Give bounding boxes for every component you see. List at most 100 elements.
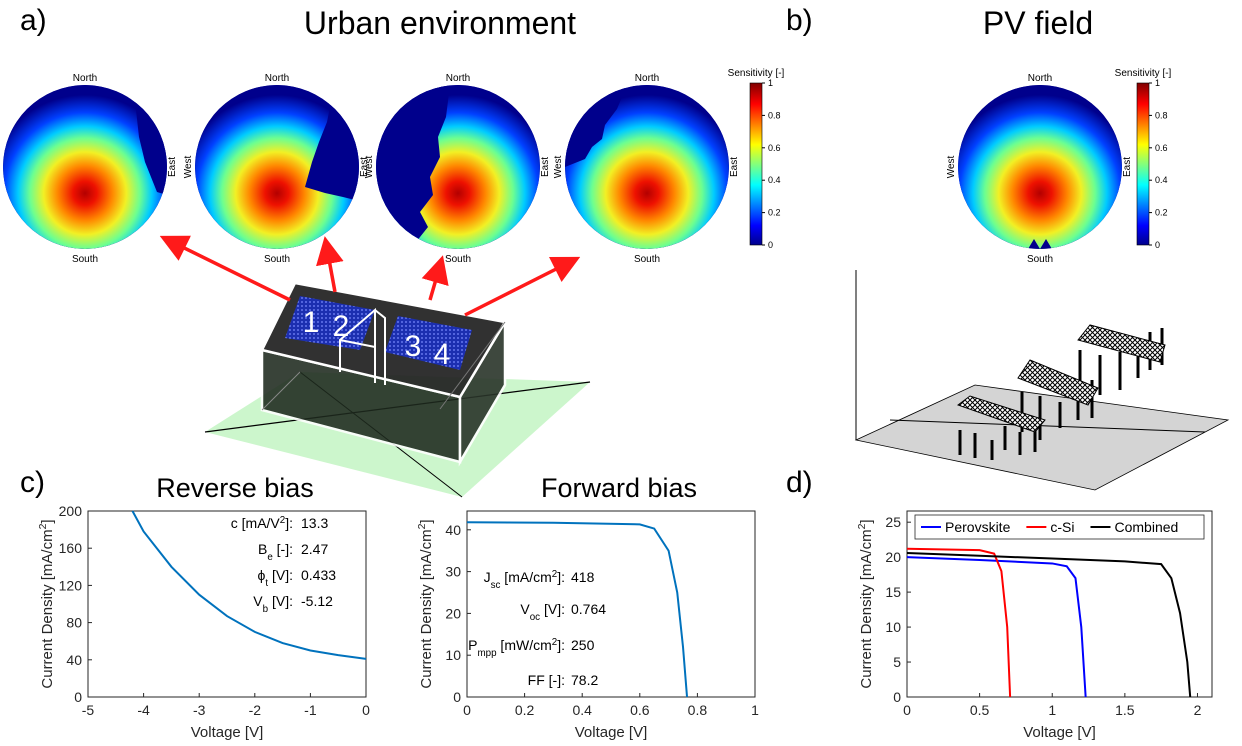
module-label: 1 (303, 306, 320, 339)
y-tick-label: 40 (445, 522, 461, 538)
polar-plot: North South West East (364, 73, 551, 265)
legend-label: Combined (1114, 519, 1178, 535)
colorbar (750, 83, 762, 245)
plot-area (467, 511, 755, 697)
x-axis-label-part: Voltage [V] (1023, 724, 1096, 741)
direction-label: North (265, 73, 289, 84)
colorbar-tick-label: 0.8 (768, 110, 781, 120)
annotation-label-part: [mW/cm (497, 637, 552, 653)
x-tick-label: 1.5 (1115, 702, 1135, 718)
x-axis-label-part: Voltage [V] (575, 724, 648, 741)
direction-label: East (167, 157, 178, 177)
annotation-label-part: [V]: (268, 593, 293, 609)
y-tick-label: 0 (893, 689, 901, 705)
colorbar-tick-label: 0.6 (1155, 143, 1168, 153)
annotation-label-part: mpp (477, 648, 497, 659)
x-tick-label: -3 (193, 702, 206, 718)
annotation-label-part: [mA/cm (500, 569, 551, 585)
colorbar-tick-label: 0.4 (1155, 175, 1168, 185)
panel-letter: a) (20, 4, 47, 37)
direction-label: South (634, 254, 660, 265)
module-label: 3 (405, 330, 422, 363)
x-axis-label: Voltage [V] (575, 724, 648, 741)
direction-label: North (446, 73, 470, 84)
annotation-value: 2.47 (301, 541, 328, 557)
colorbar-tick-label: 0.2 (1155, 208, 1168, 218)
y-tick-label: 5 (893, 654, 901, 670)
panel-letter: c) (20, 466, 45, 499)
annotation-label-part: oc (530, 612, 540, 623)
direction-label: West (0, 155, 2, 178)
panel-title: PV field (983, 5, 1093, 41)
y-tick-label: 200 (59, 503, 83, 519)
colorbar-tick-label: 0 (768, 240, 773, 250)
x-tick-label: 0.4 (572, 702, 592, 718)
y-tick-label: 10 (885, 619, 901, 635)
direction-label: East (540, 157, 551, 177)
direction-label: South (264, 254, 290, 265)
x-axis-label: Voltage [V] (191, 724, 264, 741)
annotation-value: 13.3 (301, 515, 328, 531)
annotation-label-part: FF [-]: (528, 672, 565, 688)
x-tick-label: 1 (1048, 702, 1056, 718)
x-tick-label: -4 (137, 702, 150, 718)
y-axis-label: Current Density [mA/cm2] (37, 519, 56, 688)
annotation-value: 250 (571, 637, 595, 653)
module-label: 4 (434, 338, 451, 371)
annotation-label-part: [V]: (268, 567, 293, 583)
legend-label: Perovskite (945, 519, 1011, 535)
x-tick-label: 0.6 (630, 702, 650, 718)
colorbar-tick-label: 1 (768, 78, 773, 88)
annotation-label-part: J (484, 569, 491, 585)
colorbar-tick-label: 0 (1155, 240, 1160, 250)
annotation-value: 0.433 (301, 567, 336, 583)
colorbar-title: Sensitivity [-] (728, 68, 785, 79)
y-axis-label: Current Density [mA/cm2] (416, 519, 435, 688)
direction-label: North (73, 73, 97, 84)
y-tick-label: 15 (885, 584, 901, 600)
annotation-label-part: sc (491, 580, 501, 591)
annotation-label-part: ]: (557, 637, 565, 653)
y-tick-label: 20 (445, 605, 461, 621)
house-illustration: 1 2 3 4 (166, 239, 590, 497)
y-tick-label: 30 (445, 564, 461, 580)
y-axis-label-part: Current Density [mA/cm (858, 529, 875, 688)
figure: 1 2 3 4 a)Urban environmentb)PV fieldc)d… (0, 0, 1242, 746)
x-tick-label: -5 (82, 702, 95, 718)
y-axis-label-part: Current Density [mA/cm (39, 529, 56, 688)
annotation-value: 0.764 (571, 601, 606, 617)
y-tick-label: 0 (74, 689, 82, 705)
direction-label: South (1027, 254, 1053, 265)
y-tick-label: 120 (59, 577, 83, 593)
panel-letter: d) (786, 466, 813, 499)
y-axis-label-part: ] (858, 519, 875, 523)
annotation-label-part: [-]: (273, 541, 293, 557)
pv-field-illustration (856, 270, 1228, 490)
annotation-label-part: B (258, 541, 267, 557)
x-tick-label: 0.2 (515, 702, 535, 718)
direction-label: South (445, 254, 471, 265)
polar-plot: NorthSouthWestEast (553, 73, 740, 265)
colorbar-tick-label: 0.6 (768, 143, 781, 153)
x-tick-label: 0 (362, 702, 370, 718)
y-axis-label: Current Density [mA/cm2] (856, 519, 875, 688)
colorbar-tick-label: 1 (1155, 78, 1160, 88)
direction-label: West (364, 155, 375, 178)
direction-label: North (1028, 73, 1052, 84)
colorbar (1137, 83, 1149, 245)
x-tick-label: 0.8 (688, 702, 708, 718)
y-axis-label-part: ] (39, 519, 56, 523)
legend-label: c-Si (1050, 519, 1074, 535)
chart-title: Reverse bias (156, 473, 314, 503)
direction-label: West (183, 155, 194, 178)
x-tick-label: 0 (463, 702, 471, 718)
y-tick-label: 40 (66, 652, 82, 668)
annotation-label: FF [-]: (528, 672, 565, 688)
annotation-value: 78.2 (571, 672, 598, 688)
x-tick-label: 2 (1194, 702, 1202, 718)
x-tick-label: 1 (751, 702, 759, 718)
x-axis-label: Voltage [V] (1023, 724, 1096, 741)
x-tick-label: -2 (249, 702, 262, 718)
